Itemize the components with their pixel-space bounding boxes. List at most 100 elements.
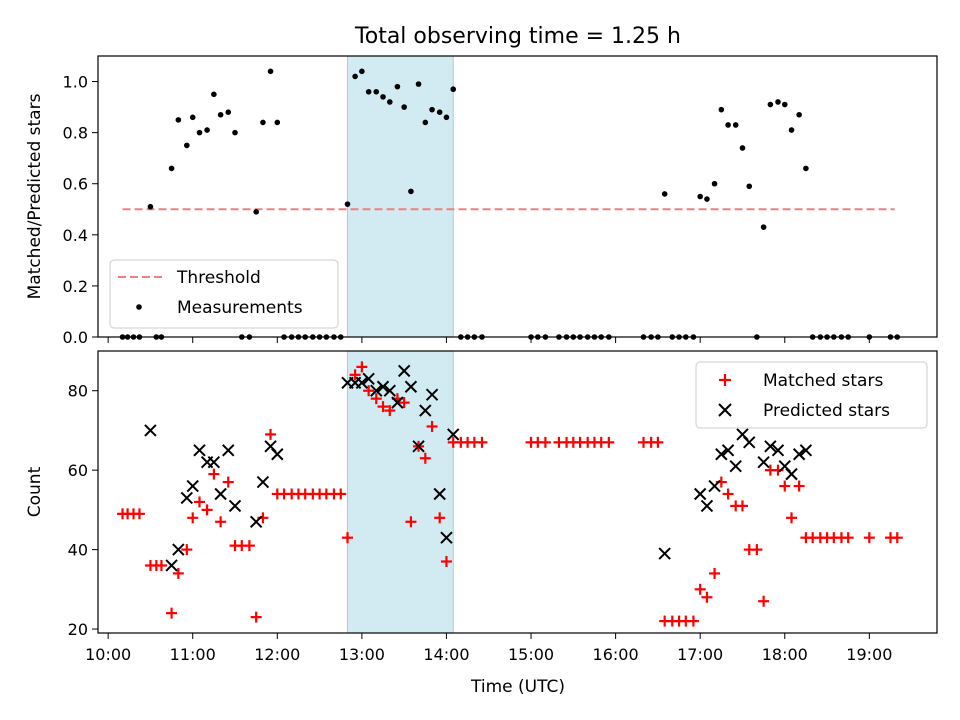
y-tick-label: 60 (68, 461, 88, 480)
measurement-point (401, 104, 407, 110)
measurement-point (386, 99, 393, 105)
measurement-point (760, 224, 767, 230)
predicted-star-point (207, 456, 221, 469)
matched-star-point (250, 611, 262, 623)
predicted-star-point (771, 444, 785, 457)
predicted-star-point (743, 436, 756, 449)
matched-star-point (377, 401, 389, 413)
measurement-point (422, 119, 429, 126)
legend-measurement-swatch (136, 304, 142, 310)
matched-star-point (222, 476, 234, 488)
predicted-star-point (391, 396, 404, 409)
matched-star-point (779, 480, 791, 492)
measurement-point (803, 165, 809, 172)
measurement-point (732, 122, 739, 128)
x-tick-label: 13:00 (339, 645, 385, 664)
x-tick-label: 19:00 (846, 645, 892, 664)
x-tick-label: 11:00 (170, 645, 216, 664)
measurement-point (796, 111, 802, 118)
measurement-point (450, 86, 457, 93)
predicted-star-point (397, 364, 411, 378)
matched-star-point (419, 452, 431, 464)
measurement-point (232, 129, 238, 136)
x-tick-label: 15:00 (508, 645, 554, 664)
measurement-point (781, 101, 788, 108)
measurement-point (260, 119, 266, 126)
measurement-points (119, 68, 901, 340)
ratio-panel: 0.0 0.2 0.4 0.6 0.8 1.0 Matched/Predicted sta… (25, 55, 938, 347)
predicted-star-point (658, 547, 671, 560)
count-y-ticks: 20 40 60 80 (68, 382, 98, 639)
y-tick-label: 0.0 (63, 328, 88, 347)
predicted-star-point (433, 487, 446, 501)
predicted-star-point (383, 384, 396, 397)
measurement-point (196, 129, 203, 136)
matched-star-point (181, 544, 193, 556)
measurement-point (175, 117, 182, 123)
legend-measurement-label: Measurements (177, 298, 303, 318)
count-x-ticks: 10:00 11:00 12:00 13:00 14:00 15:00 16:00 17:00… (85, 633, 892, 664)
predicted-star-point (715, 448, 728, 461)
matched-star-point (758, 595, 770, 607)
matched-star-point (687, 615, 699, 627)
predicted-star-point (362, 372, 375, 386)
x-tick-label: 18:00 (762, 645, 808, 664)
predicted-star-point (256, 475, 270, 489)
y-tick-label: 0.8 (63, 124, 88, 143)
ratio-y-axis-label: Matched/Predicted stars (25, 93, 45, 299)
x-axis-label: Time (UTC) (470, 677, 565, 697)
measurement-point (394, 83, 401, 90)
matched-star-point (426, 420, 438, 432)
matched-star-point (842, 532, 854, 544)
predicted-star-point (729, 459, 742, 473)
count-legend-box (695, 361, 928, 429)
matched-star-point (652, 436, 664, 448)
predicted-star-point (271, 448, 284, 461)
predicted-star-point (425, 388, 439, 401)
measurement-point (352, 73, 358, 80)
matched-star-point (172, 567, 184, 579)
matched-star-point (335, 488, 347, 500)
predicted-star-point (165, 559, 178, 572)
matched-star-point (709, 567, 721, 579)
ratio-legend: Threshold Measurements (109, 259, 339, 329)
predicted-star-point (144, 424, 157, 437)
legend-predicted-swatch (718, 403, 732, 417)
ratio-legend-box (109, 259, 339, 329)
matched-star-point (793, 480, 805, 492)
measurement-point (225, 109, 232, 115)
measurement-point (775, 99, 781, 105)
matched-star-point (440, 556, 452, 568)
matched-star-point (370, 393, 382, 405)
measurement-point (725, 122, 731, 128)
matched-star-point (722, 488, 734, 500)
predicted-star-point (419, 404, 432, 417)
predicted-star-point (228, 499, 242, 513)
measurement-point (443, 114, 450, 121)
matched-star-point (363, 385, 375, 397)
predicted-star-point (708, 479, 721, 493)
legend-predicted-label: Predicted stars (763, 401, 890, 421)
measurement-point (253, 209, 259, 215)
predicted-star-point (172, 543, 185, 556)
matched-star-point (342, 532, 354, 544)
y-tick-label: 40 (68, 541, 88, 560)
x-tick-label: 17:00 (677, 645, 723, 664)
predicted-star-point (193, 444, 206, 457)
count-y-axis-label: Count (25, 466, 45, 517)
predicted-star-point (222, 444, 235, 457)
predicted-star-point (792, 448, 806, 461)
predicted-star-point (785, 467, 798, 481)
measurement-point (415, 81, 422, 87)
measurement-point (344, 201, 351, 207)
measurement-point (147, 203, 154, 210)
measurement-point (788, 127, 795, 133)
x-tick-label: 10:00 (85, 645, 131, 664)
legend-matched-label: Matched stars (763, 371, 883, 391)
measurement-point (429, 106, 435, 113)
measurement-point (365, 88, 372, 95)
predicted-star-point (693, 487, 707, 501)
observing-window-shade (347, 55, 454, 338)
matched-star-point (166, 607, 178, 619)
